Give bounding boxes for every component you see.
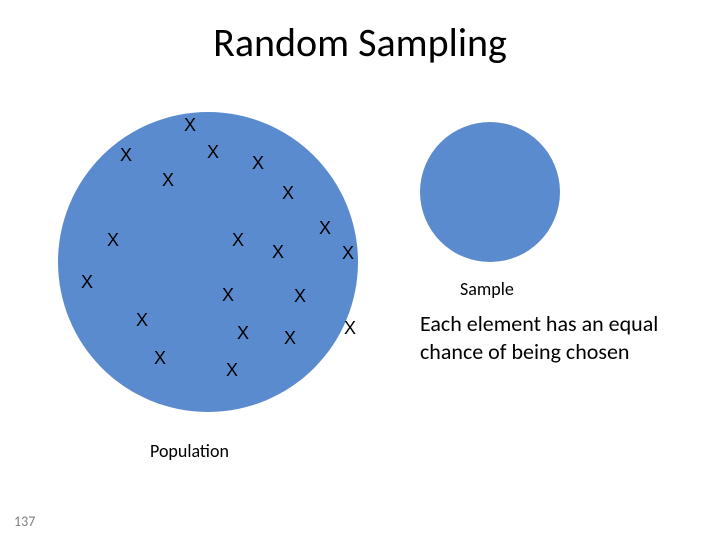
x-mark: X (294, 287, 306, 305)
x-mark: X (344, 319, 356, 337)
x-mark: X (207, 143, 219, 161)
x-mark: X (154, 349, 166, 367)
x-mark: X (237, 324, 249, 342)
x-mark: X (184, 116, 196, 134)
x-mark: X (272, 243, 284, 261)
description-text: Each element has an equal chance of bein… (420, 310, 700, 365)
x-mark: X (284, 329, 296, 347)
sample-label: Sample (460, 278, 514, 300)
slide: Random Sampling XXXXXXXXXXXXXXXXXXXX Pop… (0, 0, 720, 540)
x-mark: X (282, 184, 294, 202)
x-mark: X (81, 273, 93, 291)
x-mark: X (107, 231, 119, 249)
x-mark: X (120, 146, 132, 164)
x-mark: X (232, 231, 244, 249)
x-mark: X (342, 244, 354, 262)
sample-circle (420, 122, 560, 262)
population-label: Population (150, 440, 229, 462)
x-mark: X (222, 286, 234, 304)
x-mark: X (252, 154, 264, 172)
slide-title: Random Sampling (0, 18, 720, 67)
x-mark: X (319, 219, 331, 237)
x-mark: X (226, 361, 238, 379)
x-mark: X (136, 311, 148, 329)
page-number: 137 (14, 513, 35, 530)
x-mark: X (162, 171, 174, 189)
